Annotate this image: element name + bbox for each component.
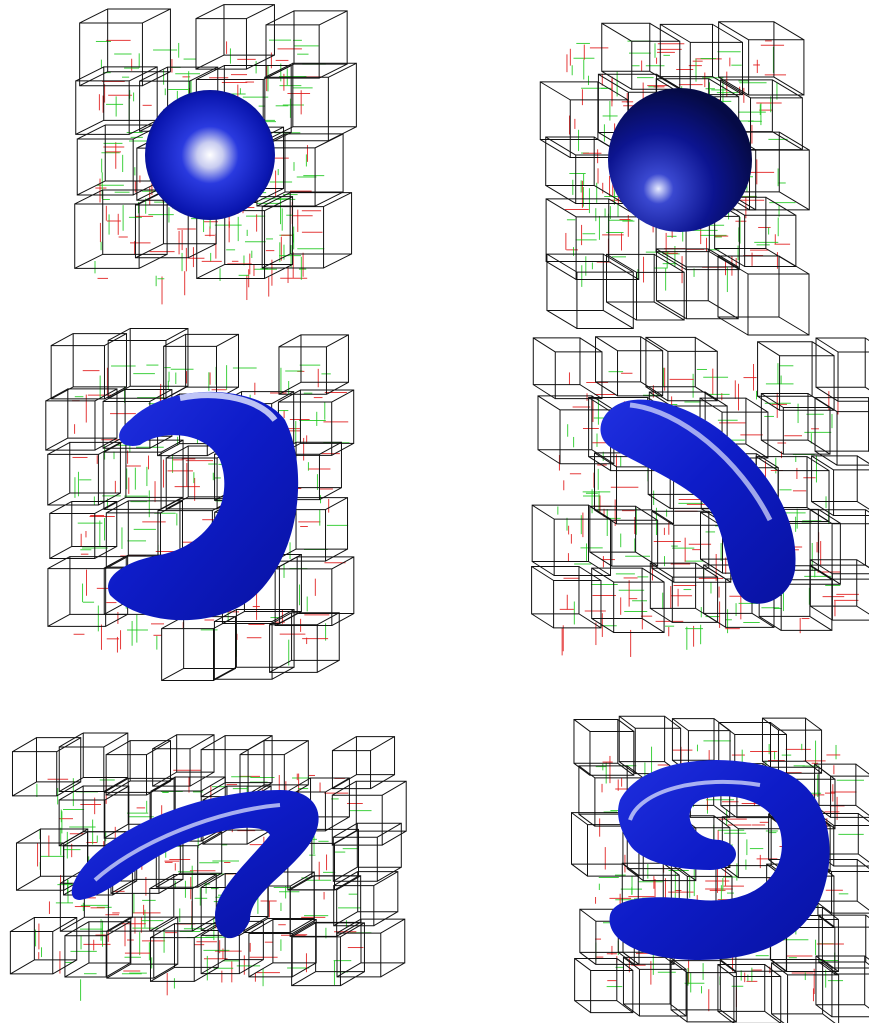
octree-cell <box>809 559 869 621</box>
isosurface <box>145 90 275 220</box>
octree-cell <box>58 732 129 793</box>
octree-cell <box>605 253 685 321</box>
octree-cell <box>771 962 840 1023</box>
isosurface <box>600 399 796 604</box>
octree-cell <box>817 812 869 867</box>
isosurface <box>108 391 299 621</box>
octree-cell <box>195 4 275 70</box>
highlight <box>93 803 281 882</box>
octree-cell <box>103 439 184 510</box>
octree-cell <box>532 337 603 400</box>
octree-cell <box>278 334 349 395</box>
octree-cell <box>200 735 273 798</box>
octree-cell <box>622 956 687 1017</box>
octree-cell <box>149 923 219 982</box>
octree-cell <box>815 955 869 1018</box>
octree-cell <box>670 960 737 1023</box>
octree-cell <box>200 920 264 975</box>
octree-cell <box>50 333 127 400</box>
isosurface <box>71 790 319 939</box>
octree-cell <box>760 392 831 455</box>
octree-cell <box>811 455 869 517</box>
octree-cell <box>573 718 635 776</box>
octree-cell <box>274 556 355 627</box>
octree-cell <box>717 255 810 336</box>
octree-cell <box>591 567 665 633</box>
octree-cell <box>106 916 179 979</box>
octree-cell <box>79 8 171 87</box>
octree-cell <box>531 566 602 629</box>
octree-cell <box>332 822 402 882</box>
isosurface <box>608 88 752 232</box>
octree-cell <box>815 337 869 402</box>
octree-cell <box>818 914 869 975</box>
octree-cell <box>537 395 615 465</box>
octree-cell <box>331 736 396 790</box>
octree-cell <box>277 389 355 456</box>
octree-cell <box>595 336 664 397</box>
octree-cell <box>645 336 718 402</box>
octree-cell <box>761 717 823 774</box>
octree-cell <box>545 198 640 280</box>
octree-cell <box>47 441 121 506</box>
octree-cell <box>546 253 634 329</box>
octree-cell <box>49 500 118 559</box>
octree-cell <box>163 333 239 400</box>
octree-cell <box>213 609 295 680</box>
highlight <box>629 402 773 522</box>
octree-cell <box>717 964 782 1023</box>
octree-cell <box>618 715 682 775</box>
octree-cell <box>161 616 237 681</box>
octree-cell <box>105 740 172 796</box>
octree-cell <box>291 922 365 987</box>
octree-cell <box>574 957 634 1014</box>
octree-cell <box>655 248 739 320</box>
octree-cell <box>102 388 173 449</box>
octree-cell <box>718 21 805 96</box>
octree-cell <box>589 505 659 567</box>
octree-cell <box>699 397 769 459</box>
octree-cell <box>286 777 350 832</box>
octree-cell <box>333 871 399 927</box>
octree-cell <box>601 22 681 90</box>
highlight <box>628 779 761 821</box>
octree-cell <box>152 734 215 787</box>
octree-cell <box>814 763 869 818</box>
octree-cell <box>265 10 348 79</box>
highlight <box>179 392 278 422</box>
octree-cell <box>107 327 189 399</box>
octree-cell <box>74 189 168 269</box>
octree-cell <box>336 918 406 978</box>
octree-cell <box>11 737 82 797</box>
octree-cell <box>659 23 743 96</box>
octree-cell <box>331 780 407 846</box>
octree-cell <box>248 919 317 978</box>
surface-layer <box>71 88 830 960</box>
octree-cell <box>64 921 131 978</box>
octree-cell <box>289 875 362 937</box>
octree-cell <box>757 341 835 411</box>
octree-cell <box>261 192 353 269</box>
octree-cell <box>269 612 340 673</box>
isosurface <box>609 760 830 960</box>
octree-cell <box>45 388 118 451</box>
octree-cell <box>9 917 78 975</box>
